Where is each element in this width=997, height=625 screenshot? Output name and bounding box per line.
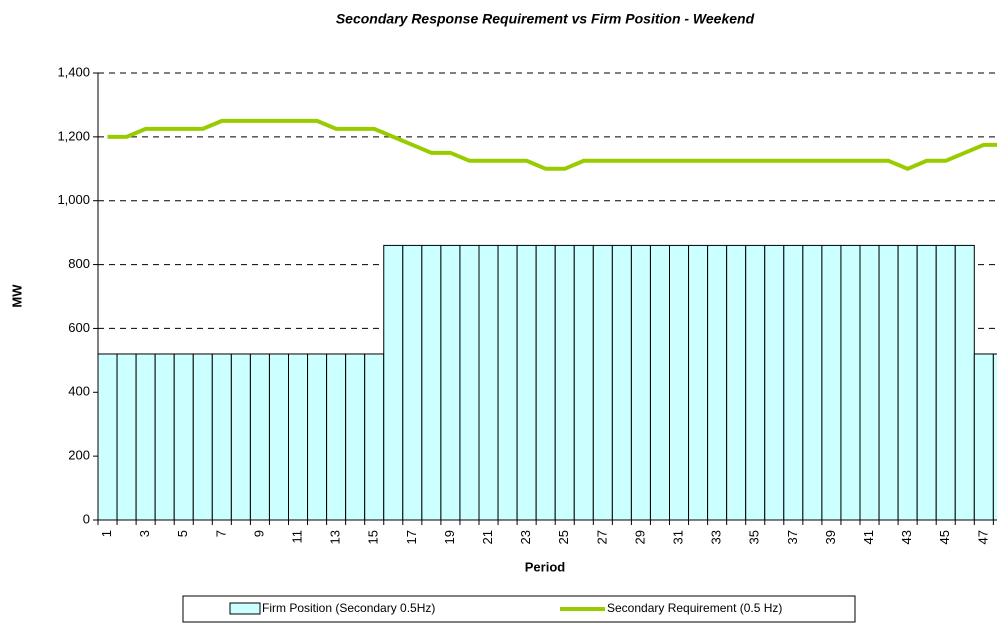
bar: [554, 244, 575, 521]
bar: [764, 244, 785, 521]
bar: [192, 353, 213, 521]
bar: [135, 353, 156, 521]
x-tick-label: 1: [99, 530, 114, 537]
bar: [897, 244, 918, 521]
bar: [402, 244, 423, 521]
x-tick-label: 31: [670, 530, 685, 544]
legend-swatch: [229, 602, 261, 615]
bar: [726, 244, 747, 521]
bar: [288, 353, 309, 521]
bar: [116, 353, 137, 521]
x-tick-label: 45: [937, 530, 952, 544]
bar: [688, 244, 709, 521]
bar: [345, 353, 366, 521]
bar: [516, 244, 537, 521]
legend-label: Firm Position (Secondary 0.5Hz): [262, 601, 435, 615]
x-tick-label: 17: [404, 530, 419, 544]
x-tick-label: 33: [709, 530, 724, 544]
bar: [478, 244, 499, 521]
bar: [859, 244, 880, 521]
x-tick-label: 43: [899, 530, 914, 544]
bar: [783, 244, 804, 521]
bar: [249, 353, 270, 521]
x-tick-label: 9: [251, 530, 266, 537]
bar: [421, 244, 442, 521]
y-tick-label: 1,400: [57, 64, 90, 79]
x-tick-label: 25: [556, 530, 571, 544]
legend-box: [182, 595, 856, 623]
bar: [268, 353, 290, 521]
x-tick-label: 29: [632, 530, 647, 544]
x-tick-label: 41: [861, 530, 876, 544]
bar: [878, 244, 899, 521]
y-tick-label: 200: [68, 448, 90, 463]
bar: [802, 244, 823, 521]
bar: [326, 353, 347, 521]
bar: [459, 244, 480, 521]
bar: [916, 244, 937, 521]
x-tick-label: 27: [594, 530, 609, 544]
x-tick-label: 39: [823, 530, 838, 544]
y-tick-label: 1,000: [57, 192, 90, 207]
x-tick-label: 37: [785, 530, 800, 544]
bar: [935, 244, 956, 521]
x-tick-label: 5: [175, 530, 190, 537]
bar: [440, 244, 461, 521]
x-tick-label: 15: [366, 530, 381, 544]
legend-label: Secondary Requirement (0.5 Hz): [607, 601, 782, 615]
bar: [497, 244, 518, 521]
bar: [573, 244, 594, 521]
y-tick-label: 400: [68, 384, 90, 399]
bar: [630, 244, 651, 521]
bar: [173, 353, 194, 521]
bar: [97, 353, 118, 521]
y-axis-label: MW: [9, 284, 24, 308]
x-tick-label: 3: [137, 530, 152, 537]
bar: [992, 353, 997, 521]
bar: [745, 244, 766, 521]
x-tick-label: 11: [289, 530, 304, 544]
bar: [821, 244, 842, 521]
bar: [669, 244, 690, 521]
x-axis-label: Period: [525, 559, 566, 574]
x-tick-label: 13: [328, 530, 343, 544]
y-tick-label: 1,200: [57, 128, 90, 143]
bar: [611, 244, 632, 521]
bar: [840, 244, 861, 521]
x-tick-label: 19: [442, 530, 457, 544]
bar: [307, 353, 328, 521]
bar: [211, 353, 232, 521]
bar: [592, 244, 613, 521]
bar: [707, 244, 728, 521]
bar: [364, 353, 385, 521]
y-tick-label: 0: [83, 511, 90, 526]
bar: [383, 244, 404, 521]
x-tick-label: 21: [480, 530, 495, 544]
y-tick-label: 600: [68, 320, 90, 335]
x-tick-label: 7: [213, 530, 228, 537]
bar: [649, 244, 671, 521]
x-tick-label: 23: [518, 530, 533, 544]
x-tick-label: 35: [747, 530, 762, 544]
bar: [230, 353, 251, 521]
bar: [954, 244, 975, 521]
bar: [154, 353, 175, 521]
bar: [973, 353, 994, 521]
chart-title: Secondary Response Requirement vs Firm P…: [336, 11, 755, 27]
x-tick-label: 47: [975, 530, 990, 544]
bar: [535, 244, 556, 521]
line-series: [107, 118, 997, 171]
y-tick-label: 800: [68, 256, 90, 271]
